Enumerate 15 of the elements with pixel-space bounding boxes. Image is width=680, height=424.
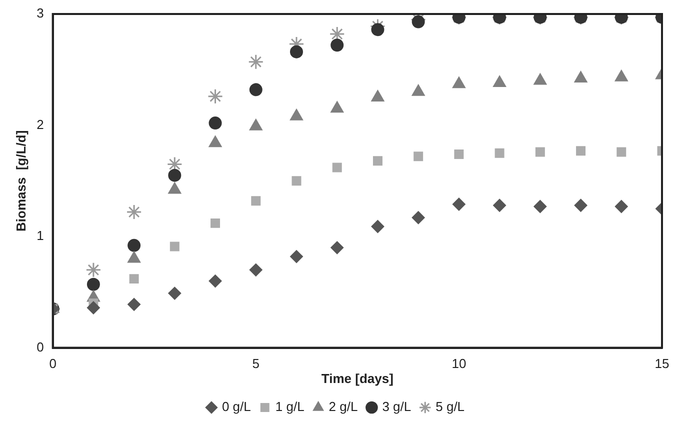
- y-tick-label: 1: [36, 228, 44, 244]
- x-axis-title: Time [days]: [321, 370, 394, 386]
- x-tick-label: 5: [252, 356, 260, 372]
- legend-label: 3 g/L: [382, 399, 412, 414]
- x-tick-label: 10: [452, 356, 466, 372]
- legend-label: 5 g/L: [436, 399, 465, 414]
- y-tick-label: 2: [36, 116, 44, 132]
- y-axis-title: Biomass [g/L/d]: [13, 130, 28, 232]
- legend-label: 2 g/L: [328, 399, 358, 414]
- legend-label: 0 g/L: [222, 399, 251, 414]
- y-tick-label: 0: [36, 339, 44, 354]
- x-tick-label: 15: [654, 356, 670, 372]
- y-tick-label: 3: [36, 6, 44, 21]
- legend-label: 1 g/L: [275, 399, 304, 414]
- x-tick-label: 0: [49, 356, 56, 372]
